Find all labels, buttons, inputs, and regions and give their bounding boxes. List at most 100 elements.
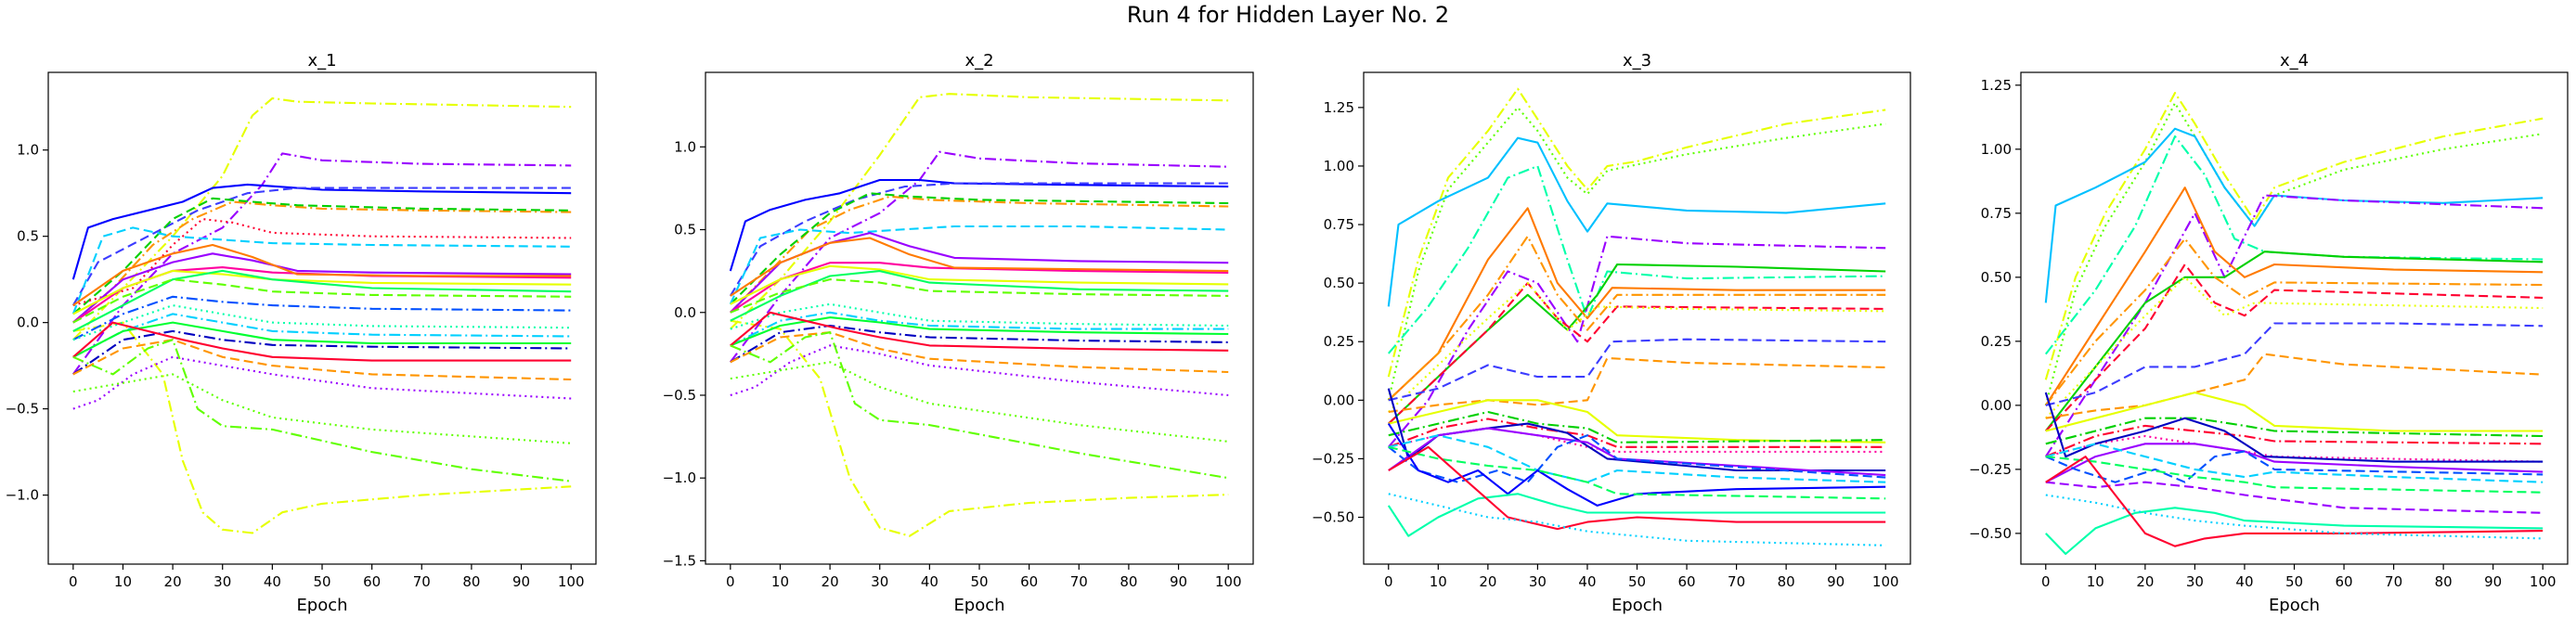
series-line-11 xyxy=(1388,338,1886,402)
series-line-22 xyxy=(2045,481,2544,514)
series-line-6 xyxy=(730,195,1229,314)
y-tick-label: 0.75 xyxy=(1324,216,1354,233)
series-line-12 xyxy=(72,243,572,306)
x-tick-label: 80 xyxy=(1120,573,1137,590)
subplot-title: x_2 xyxy=(964,51,993,71)
series-group xyxy=(729,93,1229,537)
x-tick-label: 50 xyxy=(970,573,988,590)
y-tick-label: 0.50 xyxy=(1981,269,2012,286)
series-line-5 xyxy=(1387,235,1886,448)
subplot-title: x_4 xyxy=(2280,51,2309,71)
series-line-7 xyxy=(1388,207,1886,402)
series-line-8 xyxy=(729,225,1229,305)
x-axis-label: Epoch xyxy=(953,596,1004,615)
y-tick-label: 0.50 xyxy=(1324,275,1354,291)
series-line-10 xyxy=(2045,276,2544,419)
series-line-3 xyxy=(71,152,572,376)
x-tick-label: 20 xyxy=(2136,573,2154,590)
subplot-x3: 0 10 20 30 40 50 60 70 80 90 100 −0.50 −0.25 0.00 0.25… xyxy=(1312,51,1911,615)
x-tick-label: 30 xyxy=(871,573,888,590)
series-line-8 xyxy=(2044,238,2544,406)
series-line-14 xyxy=(72,269,572,332)
series-line-7 xyxy=(2044,186,2544,406)
series-line-4 xyxy=(2044,194,2544,457)
series-line-20 xyxy=(72,329,572,376)
series-line-3 xyxy=(1387,136,1886,307)
series-line-14 xyxy=(1388,410,1886,443)
series-line-11 xyxy=(730,237,1229,297)
series-line-7 xyxy=(72,197,572,315)
series-line-9 xyxy=(1388,282,1886,425)
x-tick-label: 60 xyxy=(363,573,381,590)
x-tick-label: 0 xyxy=(726,573,735,590)
series-line-16 xyxy=(72,295,572,341)
series-line-4 xyxy=(1387,164,1886,354)
series-line-23 xyxy=(2045,507,2544,556)
series-line-2 xyxy=(72,321,572,534)
x-tick-label: 40 xyxy=(1578,573,1596,590)
x-tick-label: 60 xyxy=(1677,573,1695,590)
series-line-6 xyxy=(72,200,572,324)
series-line-18 xyxy=(2045,443,2544,483)
y-tick-label: −1.5 xyxy=(663,552,696,569)
series-line-23 xyxy=(72,355,572,410)
y-tick-label: −1.0 xyxy=(663,469,696,486)
x-tick-label: 20 xyxy=(1479,573,1496,590)
x-tick-label: 20 xyxy=(164,573,182,590)
axes-frame xyxy=(705,71,1254,565)
series-line-15 xyxy=(2045,424,2544,458)
series-line-18 xyxy=(1388,427,1886,477)
series-line-22 xyxy=(1388,445,1886,500)
series-line-12 xyxy=(1388,356,1886,414)
series-line-17 xyxy=(2044,392,2544,463)
y-tick-label: −0.25 xyxy=(1969,461,2012,478)
series-line-21 xyxy=(2045,456,2544,494)
series-line-9 xyxy=(2045,263,2544,432)
x-tick-label: 60 xyxy=(1020,573,1038,590)
axes-frame xyxy=(47,71,597,565)
y-tick-label: 1.00 xyxy=(1981,141,2012,158)
x-tick-label: 90 xyxy=(512,573,530,590)
series-line-14 xyxy=(2045,417,2544,445)
y-tick-label: 0.00 xyxy=(1324,392,1354,408)
series-line-25 xyxy=(1388,493,1886,546)
y-tick-label: 1.0 xyxy=(17,142,39,159)
x-axis-label: Epoch xyxy=(2269,596,2320,615)
series-line-22 xyxy=(730,361,1229,443)
y-tick-label: 0.75 xyxy=(1981,205,2012,222)
x-tick-label: 40 xyxy=(921,573,938,590)
series-line-5 xyxy=(2044,135,2544,355)
series-line-5 xyxy=(729,182,1229,297)
series-line-15 xyxy=(730,302,1229,330)
y-tick-label: −0.50 xyxy=(1969,525,2012,542)
series-line-22 xyxy=(72,339,572,381)
y-tick-label: 0.00 xyxy=(1981,397,2012,414)
series-line-10 xyxy=(72,252,572,324)
series-group xyxy=(71,96,572,534)
series-line-20 xyxy=(1388,434,1886,483)
x-tick-label: 70 xyxy=(2385,573,2402,590)
subplot-title: x_1 xyxy=(307,51,336,71)
y-tick-label: 1.25 xyxy=(1324,99,1354,116)
series-line-2 xyxy=(1387,106,1886,401)
x-tick-label: 0 xyxy=(2041,573,2051,590)
series-line-13 xyxy=(2045,392,2544,432)
y-tick-label: 1.0 xyxy=(674,138,696,155)
x-tick-label: 0 xyxy=(69,573,78,590)
x-tick-label: 10 xyxy=(1430,573,1447,590)
x-tick-label: 0 xyxy=(1384,573,1393,590)
series-line-1 xyxy=(72,96,572,341)
series-line-23 xyxy=(1387,493,1886,537)
series-line-18 xyxy=(730,324,1229,364)
series-line-1 xyxy=(1387,87,1886,378)
x-tick-label: 40 xyxy=(264,573,281,590)
y-tick-label: 0.25 xyxy=(1324,333,1354,350)
figure-suptitle: Run 4 for Hidden Layer No. 2 xyxy=(1126,2,1450,28)
y-tick-label: 0.5 xyxy=(17,228,39,245)
series-line-4 xyxy=(71,183,572,280)
series-line-1 xyxy=(2044,92,2544,380)
series-line-13 xyxy=(1388,399,1886,443)
x-tick-label: 40 xyxy=(2235,573,2253,590)
series-line-17 xyxy=(1387,388,1886,472)
